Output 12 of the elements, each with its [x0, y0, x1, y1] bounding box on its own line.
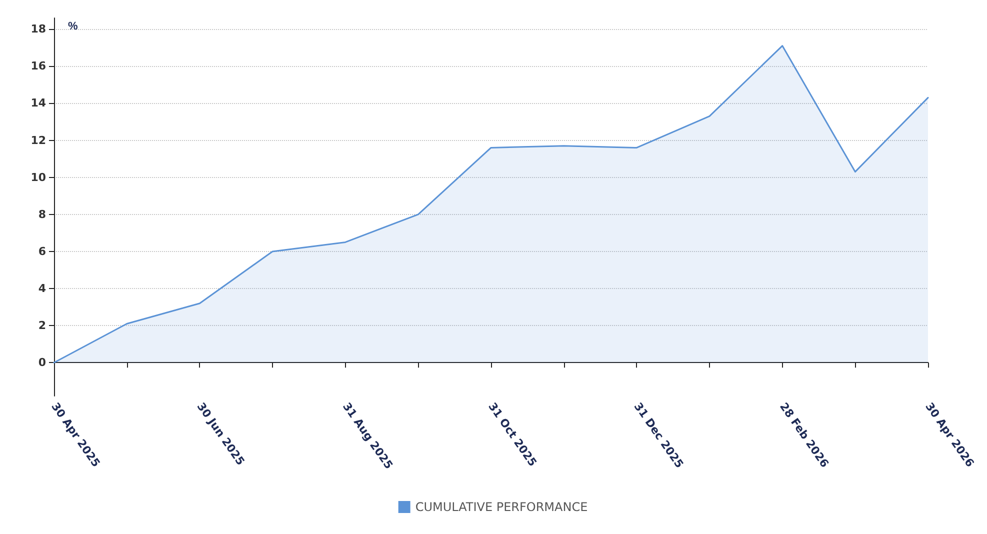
y-tick-label: 4 — [38, 282, 46, 296]
y-tick-label: 8 — [38, 208, 46, 221]
y-tick-label: 6 — [38, 244, 46, 258]
y-tick-label: 14 — [30, 96, 46, 110]
y-tick-label: 16 — [30, 60, 46, 73]
y-tick-label: 0 — [38, 356, 46, 370]
y-tick-label: 12 — [30, 134, 46, 147]
legend-label: CUMULATIVE PERFORMANCE — [415, 500, 588, 514]
y-axis-title: % — [68, 20, 78, 32]
y-tick-label: 2 — [38, 319, 46, 332]
y-tick-label: 10 — [30, 170, 46, 184]
y-tick-label: 18 — [30, 22, 46, 36]
